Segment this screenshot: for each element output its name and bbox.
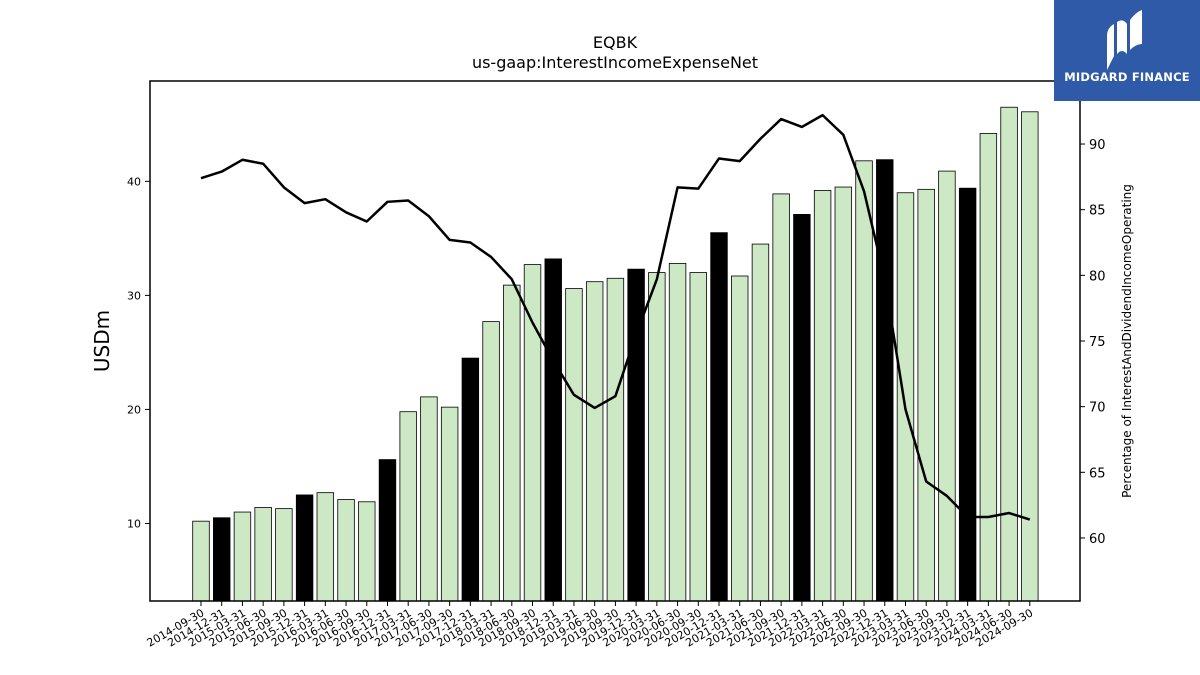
bar-2021-03-31 [731,275,749,602]
bar-2023-09-30 [938,170,956,602]
bar-2017-09-30 [440,406,459,602]
bar-2022-12-31 [876,159,894,602]
bar-2023-06-30 [917,188,935,602]
bar-2016-12-31 [378,459,397,602]
bar-2021-06-30 [751,243,770,602]
bar-2016-09-30 [358,501,376,602]
midgard-m-icon [1107,10,1142,70]
bar-2024-06-30 [1000,106,1018,602]
y-tick-label-20: 20 [127,403,141,416]
bar-2019-09-30 [606,277,625,602]
bar-2022-09-30 [855,160,873,602]
bar-2020-06-30 [668,263,687,602]
bar-2014-12-31 [213,517,231,602]
y-axis-right: 60 65 70 75 80 85 90 [1080,138,1106,547]
y2-tick-label-75: 75 [1089,335,1106,350]
bar-2015-03-31 [233,511,252,602]
bar-2022-03-31 [813,190,832,602]
bar-2024-03-31 [979,133,998,602]
logo-text: MIDGARD FINANCE [1064,70,1190,84]
x-axis: 2014-09-302014-12-312015-03-312015-06-30… [145,601,1035,650]
bar-2023-12-31 [958,187,977,602]
bar-2021-09-30 [772,193,790,602]
percentage-line [200,113,1031,521]
bar-2024-09-30 [1021,111,1039,602]
y-tick-label-30: 30 [127,289,141,302]
bar-2017-03-31 [399,411,417,602]
bar-2018-09-30 [523,264,542,602]
line-series [200,113,1031,521]
y-axis-label: USDm [90,310,114,372]
bar-2015-09-30 [275,508,293,602]
bar-2014-09-30 [192,520,210,602]
bar-2015-12-31 [295,494,314,602]
chart-title: EQBK [593,33,638,52]
y2-tick-label-70: 70 [1089,401,1106,416]
bar-2020-09-30 [689,272,707,602]
bar-2018-03-31 [482,321,500,602]
bar-2022-06-30 [834,186,853,602]
bar-2015-06-30 [254,507,272,602]
chart-subtitle: us-gaap:InterestIncomeExpenseNet [472,53,758,72]
bar-2023-03-31 [896,192,915,602]
y2-tick-label-60: 60 [1089,532,1106,547]
bar-2016-06-30 [337,499,355,602]
y2-axis-label: Percentage of InterestAndDividendIncomeO… [1120,184,1134,498]
bar-2020-12-31 [710,232,728,602]
y2-tick-label-90: 90 [1089,138,1106,153]
brand-logo: MIDGARD FINANCE [1054,0,1200,101]
bar-2017-06-30 [420,396,438,602]
bar-2018-12-31 [544,258,562,602]
bar-series [192,106,1039,602]
y-tick-label-40: 40 [127,175,141,188]
bar-2020-03-31 [648,272,666,602]
y2-tick-label-85: 85 [1089,204,1106,219]
bar-2019-03-31 [565,288,583,602]
bar-2018-06-30 [503,284,521,602]
bar-2017-12-31 [461,357,480,602]
bar-2016-03-31 [316,492,335,602]
y-axis-left: 10 20 30 40 [127,175,150,530]
bar-2021-12-31 [793,214,811,602]
y2-tick-label-65: 65 [1089,466,1106,481]
y-tick-label-10: 10 [127,517,141,530]
bar-2019-06-30 [585,281,604,602]
y2-tick-label-80: 80 [1089,269,1106,284]
